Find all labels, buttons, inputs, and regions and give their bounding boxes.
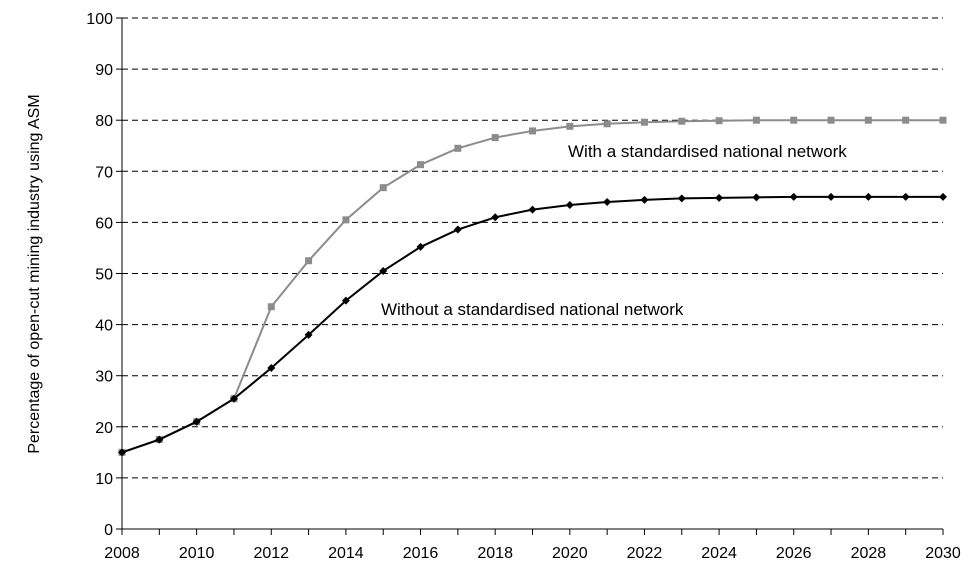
series-0-point-2024 [715,117,723,125]
y-tick-label-80: 80 [95,113,113,130]
x-tick-label-2022: 2022 [627,545,663,562]
series-1-point-2029 [901,192,910,201]
series-1-point-2015 [379,266,388,275]
x-tick-label-2020: 2020 [552,545,588,562]
series-1-point-2010 [192,417,201,426]
series-1-point-2026 [789,192,798,201]
series-0-point-2020 [566,122,574,130]
series-1-point-2020 [565,201,574,210]
series-1 [118,192,947,457]
y-axis-title: Percentage of open-cut mining industry u… [26,94,43,453]
series-0-point-2028 [864,116,872,124]
series-0-line [121,119,943,454]
series-0-point-2027 [827,116,835,124]
series-0-point-2013 [305,257,313,265]
series-1-point-2014 [341,296,350,305]
series-0-point-2014 [342,216,350,224]
series-1-point-2025 [752,193,761,202]
annotation-with-network: With a standardised national network [568,142,847,161]
series-1-point-2027 [827,192,836,201]
y-tick-label-100: 100 [86,11,113,28]
annotation-without-network: Without a standardised national network [381,300,684,319]
y-tick-label-90: 90 [95,62,113,79]
series-1-point-2009 [155,435,164,444]
series-1-point-2013 [304,330,313,339]
x-tick-label-2010: 2010 [179,545,215,562]
series-1-point-2021 [603,197,612,206]
y-tick-label-40: 40 [95,318,113,335]
series-0-point-2021 [603,120,611,128]
gridlines [122,17,943,479]
x-tick-label-2018: 2018 [477,545,513,562]
series-0-point-2030 [939,116,947,124]
series-0 [118,116,947,456]
series-1-point-2018 [491,213,500,222]
series-1-point-2023 [677,194,686,203]
x-tick-label-2012: 2012 [253,545,289,562]
series-0-point-2016 [417,161,425,169]
series-1-point-2019 [528,205,537,214]
x-tick-label-2024: 2024 [701,545,737,562]
series-0-point-2025 [752,116,760,124]
series-1-point-2024 [715,193,724,202]
y-tick-label-0: 0 [104,522,113,539]
x-tick-label-2016: 2016 [403,545,439,562]
series-0-point-2029 [902,116,910,124]
y-axis-ticks: 0 10 20 30 40 50 60 70 80 90 100 [86,11,122,539]
y-tick-label-70: 70 [95,164,113,181]
x-tick-label-2008: 2008 [104,545,140,562]
series-0-point-2026 [790,116,798,124]
series-0-point-2015 [379,184,387,192]
series-0-point-2022 [640,118,648,126]
series-0-point-2019 [529,127,536,135]
x-tick-label-2014: 2014 [328,545,364,562]
y-tick-label-10: 10 [95,471,113,488]
series-1-point-2011 [229,394,238,403]
series-1-point-2028 [864,192,873,201]
series-1-point-2012 [267,364,276,373]
y-tick-label-50: 50 [95,267,113,284]
series-1-point-2008 [118,448,126,457]
x-tick-label-2026: 2026 [776,545,812,562]
y-tick-label-30: 30 [95,369,113,386]
series-layer [118,116,947,457]
series-0-point-2017 [454,144,462,152]
series-1-point-2017 [453,225,462,234]
x-tick-label-2028: 2028 [851,545,887,562]
series-1-point-2016 [416,242,425,251]
series-0-point-2023 [678,117,686,125]
series-0-point-2018 [491,134,499,142]
series-1-point-2030 [939,192,947,201]
series-0-point-2012 [267,303,275,311]
x-tick-label-2030: 2030 [925,545,961,562]
series-1-point-2022 [640,195,649,204]
y-tick-label-60: 60 [95,215,113,232]
y-tick-label-20: 20 [95,420,113,437]
x-axis-ticks: 2008 2010 2012 2014 2016 2018 2020 2022 2024 2026… [104,529,961,562]
